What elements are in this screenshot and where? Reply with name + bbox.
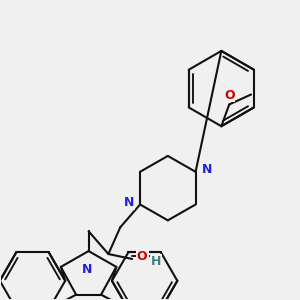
Text: H: H [151,256,161,268]
Text: N: N [124,196,134,209]
Text: O: O [224,89,235,102]
Text: N: N [202,163,212,176]
Text: O: O [137,250,147,262]
Text: N: N [81,263,92,276]
